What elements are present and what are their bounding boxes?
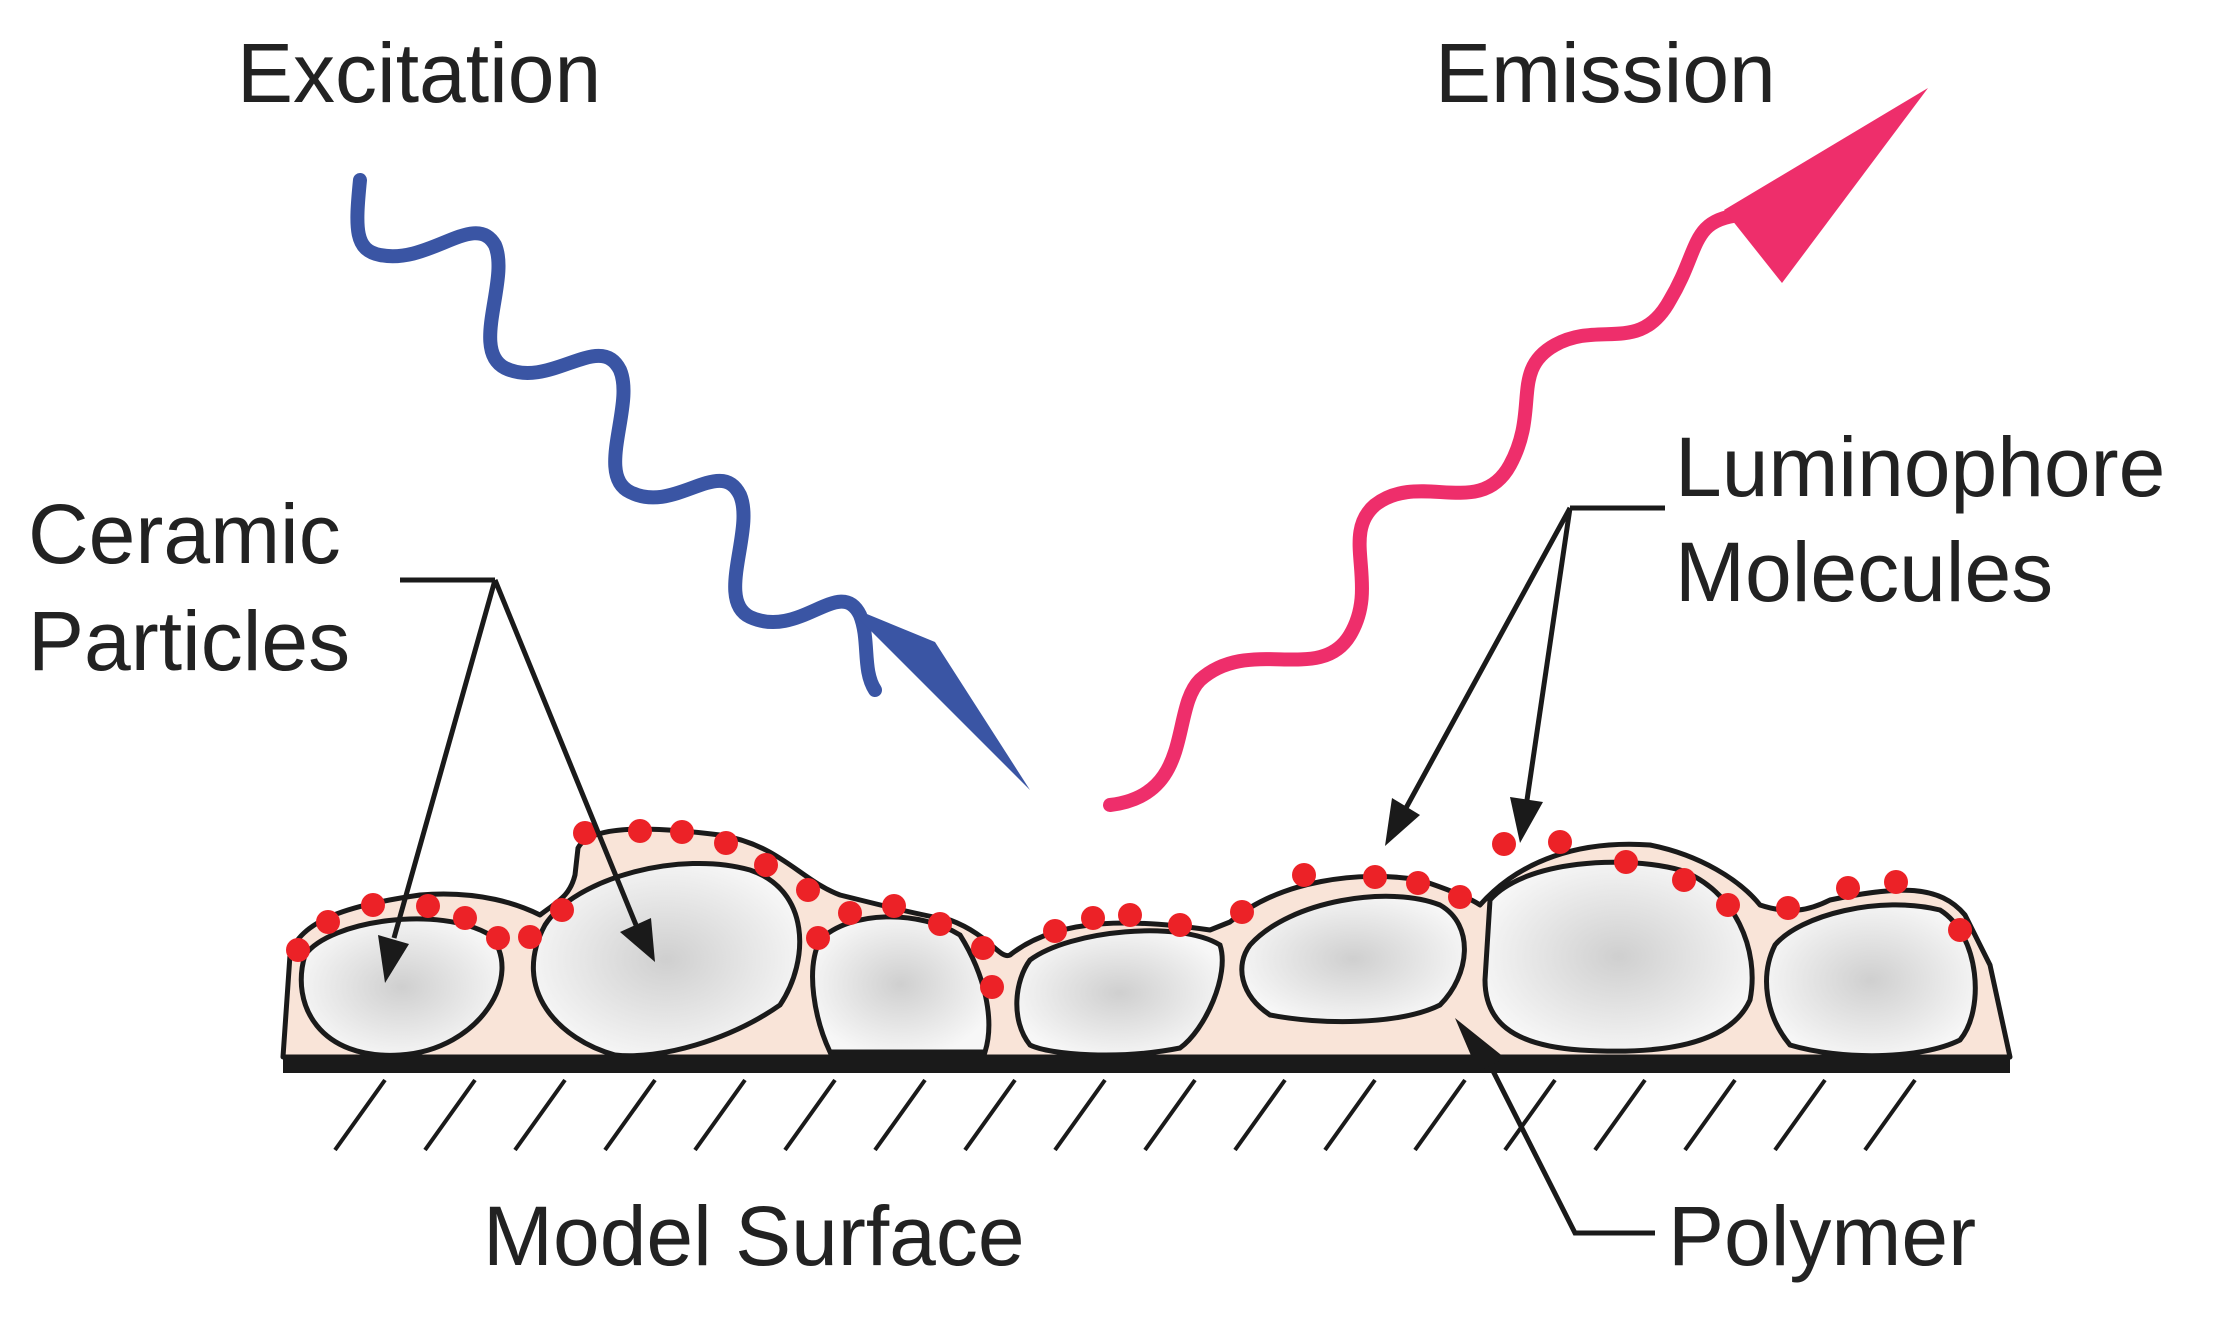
leader-line bbox=[1487, 1063, 1655, 1236]
hatch-line bbox=[603, 1078, 657, 1152]
luminophore-dot bbox=[1043, 919, 1067, 943]
excitation-arrow-icon bbox=[350, 173, 1030, 790]
luminophore-dot bbox=[416, 894, 440, 918]
hatch-line bbox=[333, 1078, 387, 1152]
leader-line bbox=[391, 579, 498, 939]
emission-arrow-icon bbox=[1103, 88, 1928, 812]
ceramic-particle bbox=[1482, 859, 1755, 1054]
model-surface-substrate bbox=[283, 1059, 2010, 1073]
hatch-line bbox=[1503, 1078, 1557, 1152]
emission-label: Emission bbox=[1435, 26, 1776, 120]
luminophore-dot bbox=[971, 936, 995, 960]
luminophore-dot bbox=[518, 925, 542, 949]
luminophore-dot bbox=[1230, 900, 1254, 924]
luminophore-dot bbox=[670, 820, 694, 844]
luminophore-dot bbox=[1614, 850, 1638, 874]
leader-line bbox=[492, 579, 639, 926]
hatch-line bbox=[1413, 1078, 1467, 1152]
luminophore-dot bbox=[550, 898, 574, 922]
luminophore-label-line2: Molecules bbox=[1675, 525, 2053, 619]
luminophore-dot bbox=[1118, 903, 1142, 927]
hatch-line bbox=[1593, 1078, 1647, 1152]
luminophore-dot bbox=[980, 975, 1004, 999]
excitation-arrowhead bbox=[845, 605, 1030, 790]
luminophore-dot bbox=[628, 819, 652, 843]
luminophore-dot bbox=[1292, 863, 1316, 887]
ceramic-label-line1: Ceramic bbox=[28, 487, 341, 581]
hatch-line bbox=[1773, 1078, 1827, 1152]
ceramic-particles-pointer bbox=[378, 577, 655, 983]
hatch-line bbox=[1323, 1078, 1377, 1152]
emission-arrowhead bbox=[1724, 88, 1928, 283]
arrowhead-icon bbox=[378, 935, 409, 983]
luminophore-dots bbox=[286, 819, 1972, 999]
arrowhead-icon bbox=[1385, 798, 1420, 846]
emission-wave bbox=[1103, 208, 1747, 812]
luminophore-label-line1: Luminophore bbox=[1675, 420, 2165, 514]
luminophore-dot bbox=[806, 926, 830, 950]
hatch-line bbox=[693, 1078, 747, 1152]
arrowhead-icon bbox=[1510, 797, 1543, 843]
arrowhead-icon bbox=[620, 918, 655, 962]
luminophore-dot bbox=[316, 910, 340, 934]
luminophore-dot bbox=[1363, 865, 1387, 889]
hatch-line bbox=[1233, 1078, 1287, 1152]
luminophore-dot bbox=[1884, 870, 1908, 894]
surface-hatching bbox=[333, 1078, 1917, 1152]
luminophore-dot bbox=[796, 878, 820, 902]
ceramic-label-line2: Particles bbox=[28, 594, 350, 688]
luminophore-dot bbox=[453, 906, 477, 930]
luminophore-dot bbox=[714, 831, 738, 855]
luminophore-dot bbox=[1448, 885, 1472, 909]
hatch-line bbox=[963, 1078, 1017, 1152]
hatch-line bbox=[1863, 1078, 1917, 1152]
arrowhead-icon bbox=[1455, 1018, 1505, 1072]
hatch-line bbox=[1053, 1078, 1107, 1152]
ceramic-particle bbox=[531, 861, 803, 1059]
polymer-pointer bbox=[1455, 1018, 1655, 1236]
luminophore-dot bbox=[486, 926, 510, 950]
luminophore-molecules-pointer bbox=[1385, 505, 1665, 846]
luminophore-dot bbox=[838, 901, 862, 925]
hatch-line bbox=[1143, 1078, 1197, 1152]
polymer-label: Polymer bbox=[1668, 1189, 1976, 1283]
luminophore-dot bbox=[1716, 893, 1740, 917]
luminophore-dot bbox=[286, 938, 310, 962]
luminophore-dot bbox=[1548, 830, 1572, 854]
hatch-line bbox=[1683, 1078, 1737, 1152]
model-surface-label: Model Surface bbox=[483, 1189, 1025, 1283]
excitation-label: Excitation bbox=[237, 26, 601, 120]
luminophore-dot bbox=[754, 853, 778, 877]
luminophore-dot bbox=[1672, 868, 1696, 892]
luminophore-dot bbox=[1948, 918, 1972, 942]
leader-line bbox=[1403, 506, 1573, 810]
ceramic-particle bbox=[1014, 928, 1225, 1058]
hatch-line bbox=[423, 1078, 477, 1152]
luminophore-dot bbox=[882, 894, 906, 918]
leader-line bbox=[1524, 507, 1573, 801]
luminophore-dot bbox=[1776, 896, 1800, 920]
luminophore-dot bbox=[1406, 871, 1430, 895]
luminophore-dot bbox=[361, 893, 385, 917]
hatch-line bbox=[513, 1078, 567, 1152]
hatch-line bbox=[873, 1078, 927, 1152]
ceramic-particle bbox=[810, 914, 992, 1055]
luminophore-dot bbox=[928, 912, 952, 936]
ceramic-particle bbox=[1239, 893, 1467, 1025]
ceramic-particles bbox=[298, 859, 1978, 1059]
hatch-line bbox=[783, 1078, 837, 1152]
luminophore-dot bbox=[1081, 906, 1105, 930]
luminophore-dot bbox=[1836, 876, 1860, 900]
luminophore-dot bbox=[1168, 913, 1192, 937]
ceramic-particle bbox=[298, 916, 505, 1058]
luminophore-dot bbox=[573, 821, 597, 845]
ceramic-particle bbox=[1764, 902, 1978, 1059]
excitation-wave bbox=[350, 173, 882, 697]
luminophore-dot bbox=[1492, 832, 1516, 856]
